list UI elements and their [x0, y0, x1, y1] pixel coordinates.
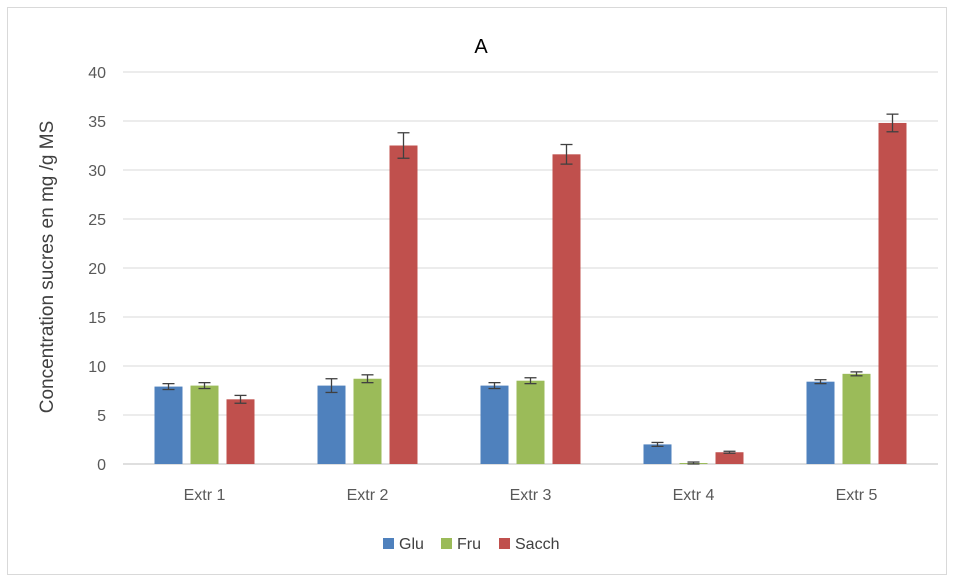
y-tick-label: 10 [88, 359, 106, 376]
y-tick-label: 40 [88, 65, 106, 82]
x-axis-ticks: Extr 1 Extr 2 Extr 3 Extr 4 Extr 5 [184, 487, 878, 504]
y-tick-label: 25 [88, 212, 106, 229]
y-tick-label: 5 [97, 408, 106, 425]
legend-swatch-glu [383, 538, 394, 549]
bar-glu [317, 385, 346, 464]
legend: Glu Fru Sacch [383, 536, 559, 553]
y-axis-title: Concentration sucres en mg /g MS [37, 121, 58, 414]
legend-label-fru: Fru [457, 536, 481, 553]
bar-fru [190, 385, 219, 464]
bar-sacch [389, 145, 418, 464]
chart-title: A [474, 36, 488, 58]
y-tick-label: 20 [88, 261, 106, 278]
legend-swatch-sacch [499, 538, 510, 549]
legend-label-glu: Glu [399, 536, 424, 553]
bar-sacch [878, 122, 907, 465]
legend-label-sacch: Sacch [515, 536, 559, 553]
bar-glu [643, 444, 672, 464]
bar-fru [842, 373, 871, 464]
bar-fru [516, 380, 545, 464]
bar-sacch [552, 154, 581, 464]
legend-swatch-fru [441, 538, 452, 549]
bars [154, 113, 907, 465]
x-tick-label: Extr 5 [836, 487, 878, 504]
bar-sacch [226, 399, 255, 464]
y-tick-label: 30 [88, 163, 106, 180]
bar-glu [154, 386, 183, 464]
gridlines [123, 71, 938, 465]
y-tick-label: 15 [88, 310, 106, 327]
bar-sacch [715, 452, 744, 464]
x-tick-label: Extr 4 [673, 487, 715, 504]
y-axis-ticks: 0 5 10 15 20 25 30 35 40 [88, 65, 106, 474]
x-tick-label: Extr 3 [510, 487, 552, 504]
chart-area [7, 7, 947, 575]
x-tick-label: Extr 1 [184, 487, 226, 504]
x-tick-label: Extr 2 [347, 487, 389, 504]
bar-glu [480, 385, 509, 464]
bar-fru [353, 378, 382, 464]
y-tick-label: 35 [88, 114, 106, 131]
y-tick-label: 0 [97, 457, 106, 474]
bar-glu [806, 381, 835, 464]
